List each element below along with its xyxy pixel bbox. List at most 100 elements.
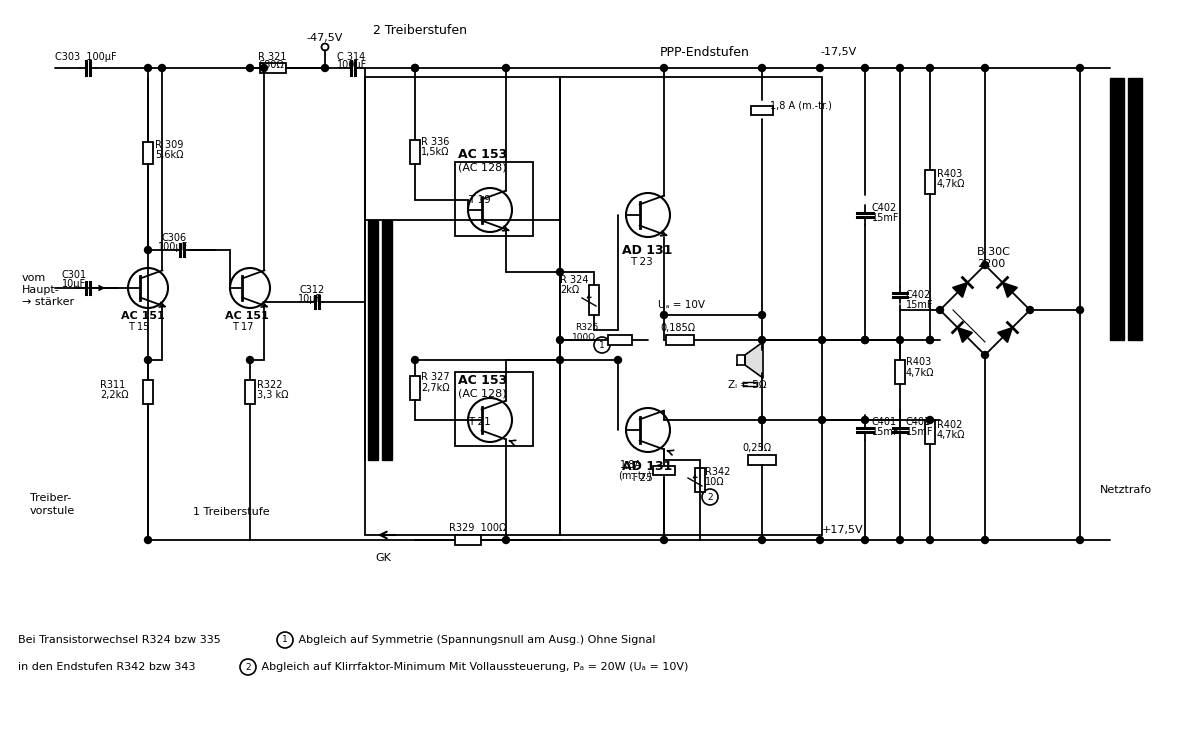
Bar bbox=[666, 335, 694, 345]
Text: 15mF: 15mF bbox=[906, 427, 933, 437]
Circle shape bbox=[981, 261, 988, 268]
Circle shape bbox=[503, 64, 509, 71]
Bar bbox=[1128, 78, 1142, 340]
Circle shape bbox=[862, 336, 869, 344]
Bar bbox=[455, 535, 482, 545]
Circle shape bbox=[758, 312, 765, 318]
Circle shape bbox=[926, 416, 933, 423]
Text: Zₗ = 5Ω: Zₗ = 5Ω bbox=[728, 380, 766, 390]
Text: 10μF: 10μF bbox=[62, 279, 86, 289]
Circle shape bbox=[503, 536, 509, 544]
Circle shape bbox=[144, 357, 151, 363]
Polygon shape bbox=[998, 327, 1012, 342]
Bar bbox=[695, 468, 704, 492]
Text: 2: 2 bbox=[707, 493, 713, 502]
Text: 2200: 2200 bbox=[977, 259, 1005, 269]
Circle shape bbox=[926, 336, 933, 344]
Circle shape bbox=[557, 357, 564, 363]
Circle shape bbox=[247, 64, 254, 71]
Circle shape bbox=[1026, 306, 1033, 314]
Text: C312: C312 bbox=[300, 285, 325, 295]
Circle shape bbox=[159, 64, 166, 71]
Text: in den Endstufen R342 bzw 343: in den Endstufen R342 bzw 343 bbox=[18, 662, 195, 672]
Text: C402: C402 bbox=[906, 290, 931, 300]
Text: AD 131: AD 131 bbox=[622, 459, 672, 473]
Circle shape bbox=[411, 64, 418, 71]
Text: Abgleich auf Klirrfaktor-Minimum Mit Vollaussteuerung, Pₐ = 20W (Uₐ = 10V): Abgleich auf Klirrfaktor-Minimum Mit Vol… bbox=[257, 662, 688, 672]
Bar bbox=[925, 170, 935, 194]
Circle shape bbox=[862, 64, 869, 71]
Text: -17,5V: -17,5V bbox=[820, 47, 856, 57]
Circle shape bbox=[758, 336, 765, 344]
Text: T 21: T 21 bbox=[468, 417, 491, 427]
Text: 10Ω: 10Ω bbox=[704, 477, 725, 487]
Text: R 309: R 309 bbox=[155, 140, 184, 150]
Circle shape bbox=[322, 64, 329, 71]
Bar bbox=[1110, 78, 1124, 340]
Polygon shape bbox=[952, 282, 968, 297]
Circle shape bbox=[660, 64, 668, 71]
Text: C401: C401 bbox=[873, 417, 898, 427]
Text: C303  100μF: C303 100μF bbox=[55, 52, 117, 62]
Circle shape bbox=[926, 64, 933, 71]
Text: R 327: R 327 bbox=[421, 372, 449, 382]
Circle shape bbox=[144, 536, 151, 544]
Text: 2: 2 bbox=[246, 663, 250, 672]
Bar bbox=[608, 335, 632, 345]
Circle shape bbox=[615, 357, 621, 363]
Text: vorstule: vorstule bbox=[30, 506, 75, 516]
Circle shape bbox=[981, 64, 988, 71]
Bar bbox=[455, 162, 533, 236]
Circle shape bbox=[1076, 64, 1084, 71]
Text: R402: R402 bbox=[937, 420, 962, 430]
Text: Uₐ = 10V: Uₐ = 10V bbox=[658, 300, 704, 310]
Text: 1 Treiberstufe: 1 Treiberstufe bbox=[193, 507, 269, 517]
Text: T 19: T 19 bbox=[468, 195, 491, 205]
Circle shape bbox=[981, 351, 988, 359]
Text: C301: C301 bbox=[62, 270, 87, 280]
Text: 2 Treiberstufen: 2 Treiberstufen bbox=[373, 23, 467, 37]
Text: PPP-Endstufen: PPP-Endstufen bbox=[660, 46, 750, 58]
Text: B 30C: B 30C bbox=[977, 247, 1010, 257]
Circle shape bbox=[247, 357, 254, 363]
Bar bbox=[246, 380, 255, 404]
Text: 3,3 kΩ: 3,3 kΩ bbox=[257, 390, 288, 400]
Text: 15mF: 15mF bbox=[906, 300, 933, 310]
Text: (AC 128): (AC 128) bbox=[458, 388, 507, 398]
Circle shape bbox=[411, 357, 418, 363]
Text: C401: C401 bbox=[906, 417, 931, 427]
Text: R322: R322 bbox=[257, 380, 283, 390]
Text: C402: C402 bbox=[873, 203, 898, 213]
Text: 0,25Ω: 0,25Ω bbox=[741, 443, 771, 453]
Circle shape bbox=[819, 416, 826, 423]
Text: 100μF: 100μF bbox=[159, 242, 188, 252]
Circle shape bbox=[926, 536, 933, 544]
Text: 4,7kΩ: 4,7kΩ bbox=[937, 430, 966, 440]
Circle shape bbox=[819, 336, 826, 344]
Text: R 336: R 336 bbox=[421, 137, 449, 147]
Text: 1: 1 bbox=[600, 341, 604, 350]
Text: -47,5V: -47,5V bbox=[306, 33, 343, 43]
Bar bbox=[143, 142, 153, 164]
Text: T 25: T 25 bbox=[631, 473, 653, 483]
Text: T 17: T 17 bbox=[232, 322, 254, 332]
Bar bbox=[410, 140, 420, 164]
Bar bbox=[749, 455, 776, 465]
Bar bbox=[560, 77, 822, 535]
Bar bbox=[365, 77, 560, 535]
Text: C 314: C 314 bbox=[337, 52, 365, 62]
Text: R403: R403 bbox=[906, 357, 931, 367]
Text: R311: R311 bbox=[100, 380, 125, 390]
Circle shape bbox=[660, 536, 668, 544]
Text: 680Ω: 680Ω bbox=[257, 60, 284, 70]
Text: R403: R403 bbox=[937, 169, 962, 179]
Polygon shape bbox=[737, 355, 745, 365]
Text: C306: C306 bbox=[162, 233, 187, 243]
Text: AC 153: AC 153 bbox=[458, 148, 508, 162]
Circle shape bbox=[758, 536, 765, 544]
Text: → stärker: → stärker bbox=[21, 297, 74, 307]
Circle shape bbox=[660, 312, 668, 318]
Text: 15mF: 15mF bbox=[873, 427, 900, 437]
Text: R 321: R 321 bbox=[257, 52, 286, 62]
Circle shape bbox=[896, 64, 904, 71]
